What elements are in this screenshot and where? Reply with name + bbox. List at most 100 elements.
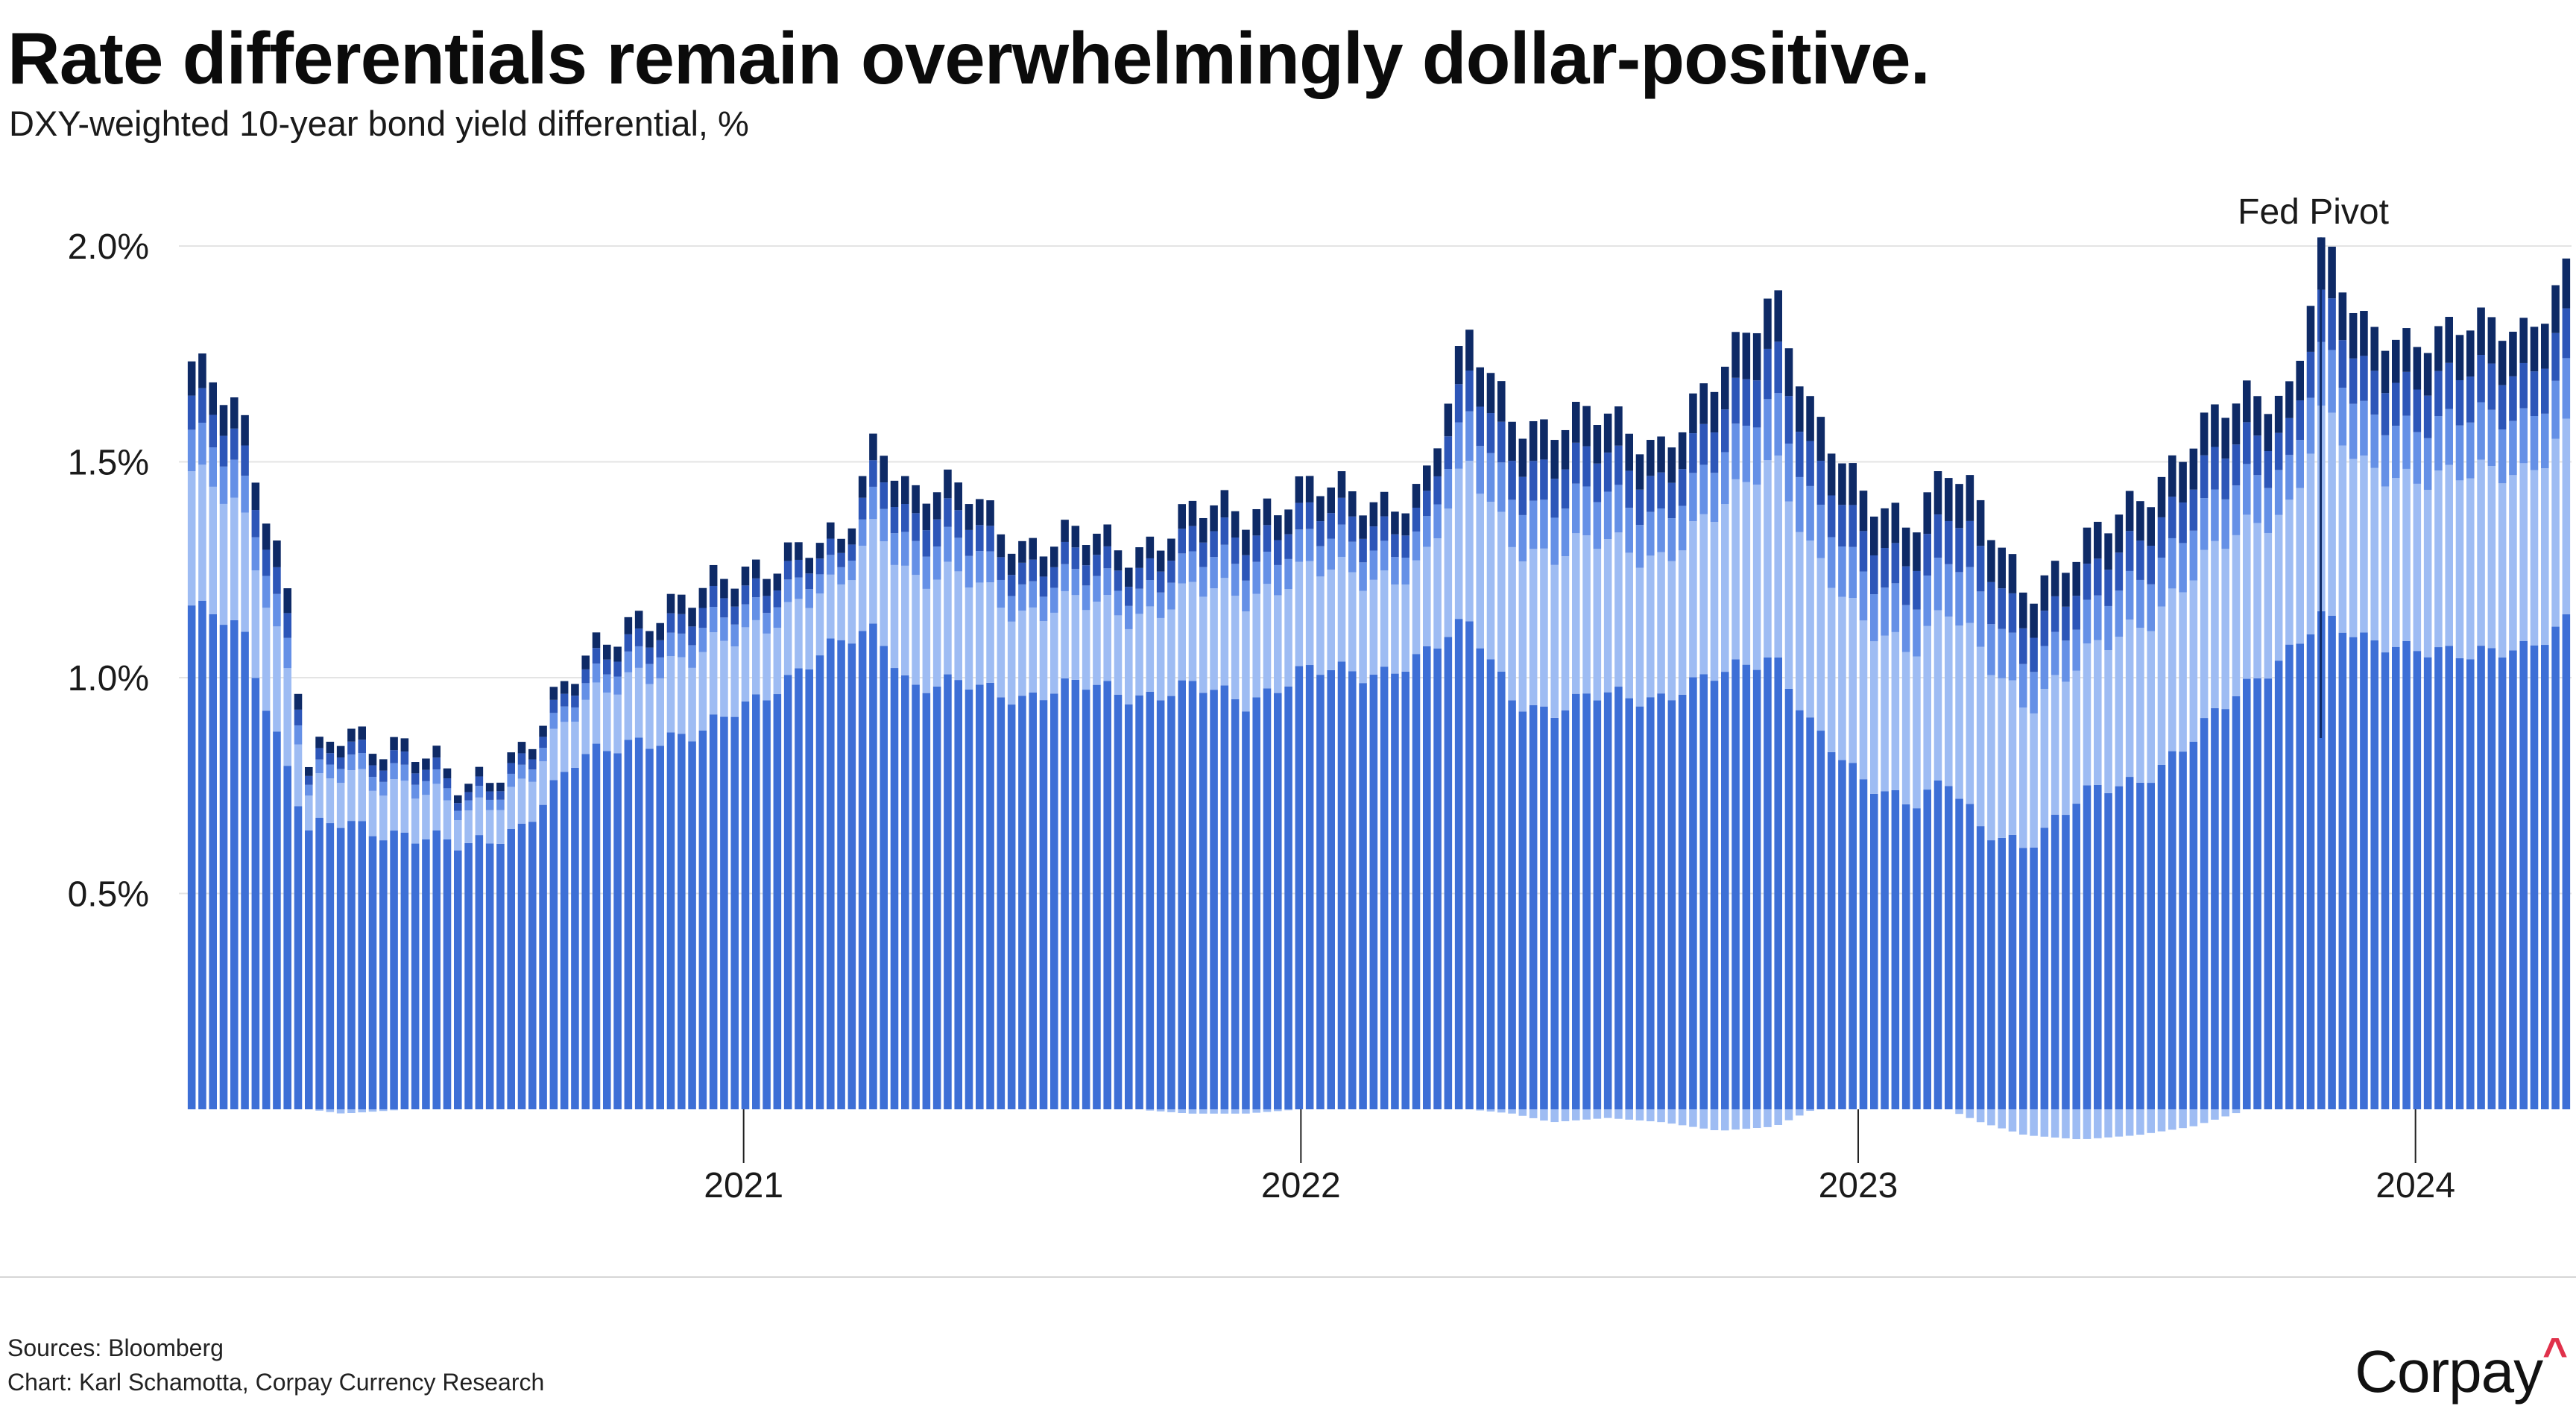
bar-segment [1316,675,1325,1109]
bar-segment [1710,473,1719,523]
bar [1582,406,1591,1120]
bar-segment [932,519,941,547]
bar-segment [294,693,303,710]
bar-segment [965,555,973,588]
bar-segment [368,790,377,836]
bar [2115,514,2124,1137]
bar-segment [2434,470,2443,648]
bar-segment [1976,546,1985,592]
bar-segment [496,810,505,844]
bar-segment [2189,530,2198,581]
bar-segment [443,788,452,801]
bar-segment [773,607,782,628]
bar-segment [1764,348,1772,400]
bar-segment [2296,400,2304,441]
bar [1369,502,1378,1109]
bar [880,456,888,1109]
bar-segment [997,579,1006,608]
bar-segment [2349,312,2358,359]
bar-segment [2413,651,2422,1109]
bar-segment [1603,539,1612,693]
bar-segment [2253,678,2261,1109]
bar-segment [1955,798,1963,1109]
bar [1529,420,1538,1118]
bar-segment [1721,452,1729,505]
bar-segment [1199,693,1208,1109]
bar-negative-segment [1231,1109,1240,1114]
bar-segment [2455,425,2464,481]
bar-segment [2189,741,2198,1109]
bar-segment [1774,290,1782,342]
bar-segment [1796,476,1804,532]
bar-segment [528,759,537,770]
footer-divider [0,1276,2576,1278]
bar-segment [783,579,792,602]
bar-segment [795,559,803,578]
bar-segment [1901,527,1910,567]
bar-negative-segment [1550,1109,1559,1123]
bar-segment [912,540,920,576]
bar-segment [2104,650,2112,793]
bar [698,587,707,1109]
bar-negative-segment [1699,1109,1708,1129]
bar-segment [634,611,643,629]
bar-segment [2498,657,2507,1109]
bar-negative-segment [1987,1109,1995,1126]
bar-segment [209,414,217,448]
bar-segment [603,692,611,751]
bar-segment [464,810,473,843]
bar-segment [432,746,441,758]
bar-segment [1050,587,1058,613]
bar [1071,526,1080,1109]
bar-segment [485,810,494,844]
bar [944,469,952,1109]
bar-segment [347,754,356,771]
bar-negative-segment [2168,1109,2176,1130]
bar-segment [592,648,601,664]
bar-segment [2072,670,2080,804]
bar-segment [1593,463,1602,502]
bar-segment [741,701,750,1109]
bar [1295,476,1304,1109]
bar-segment [1742,426,1751,482]
bar-negative-segment [1998,1109,2006,1129]
bar-segment [1667,482,1676,519]
bar-segment [1178,583,1186,681]
bar-segment [368,765,377,778]
bar-segment [837,552,845,567]
bar-negative-segment [379,1109,388,1112]
bar-segment [390,763,398,780]
bar-segment [368,777,377,791]
bar-segment [763,613,771,634]
bar-segment [1550,564,1559,718]
bar-segment [198,388,206,423]
bar-segment [2509,376,2517,421]
bar-segment [539,748,547,762]
bar-segment [2062,640,2070,682]
bar-segment [890,564,899,669]
bar-negative-segment [2125,1109,2134,1136]
bar-segment [2264,488,2273,533]
bar-segment [837,584,845,640]
bar [422,758,430,1109]
bar-segment [2477,646,2485,1109]
bar-segment [2392,339,2400,383]
bar-segment [986,500,994,526]
bar [1710,391,1719,1131]
bar-segment [1380,491,1389,517]
bar-segment [2008,554,2017,593]
bar-segment [2562,418,2571,615]
bar-segment [1018,611,1026,696]
bar-segment [752,620,760,695]
bar-segment [2221,417,2229,459]
bar-segment [1497,421,1506,463]
bar-negative-segment [326,1109,335,1112]
bar-negative-segment [1955,1109,1963,1115]
bar-segment [1849,505,1857,547]
bar-segment [2147,546,2155,584]
bar [1029,538,1037,1109]
bar-segment [2168,538,2176,589]
bar-segment [1252,535,1260,562]
bar-segment [2509,420,2517,476]
bar-segment [2423,657,2432,1109]
